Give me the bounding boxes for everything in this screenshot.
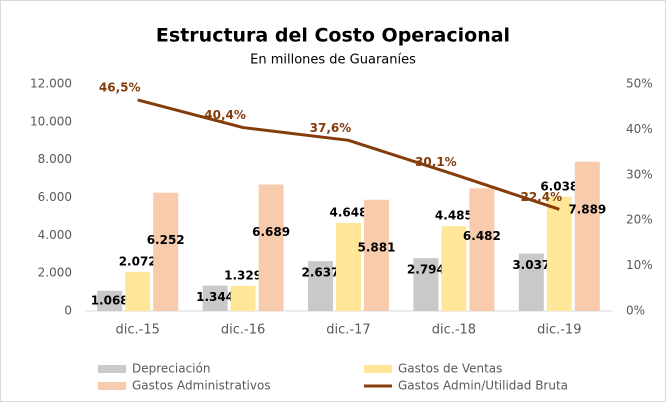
bar xyxy=(469,188,495,311)
y2-tick-label: 20% xyxy=(626,213,653,227)
bar xyxy=(230,285,256,311)
x-tick-label: dic.-16 xyxy=(221,323,265,338)
x-tick-label: dic.-19 xyxy=(537,323,581,338)
bar xyxy=(518,253,544,311)
legend-label: Gastos Admin/Utilidad Bruta xyxy=(398,379,568,393)
legend-label: Gastos de Ventas xyxy=(398,362,502,376)
y-tick-label: 10.000 xyxy=(30,114,72,128)
y2-tick-label: 0% xyxy=(626,304,645,318)
x-tick-label: dic.-18 xyxy=(432,323,476,338)
bar xyxy=(413,258,439,311)
x-tick-label: dic.-15 xyxy=(116,323,160,338)
y2-tick-label: 30% xyxy=(626,167,653,181)
bar xyxy=(364,199,389,311)
y-tick-label: 6.000 xyxy=(38,190,72,204)
legend-swatch xyxy=(364,365,392,373)
bar xyxy=(202,285,228,311)
data-label: 4.648 xyxy=(330,206,368,220)
data-label: 2.794 xyxy=(407,263,445,277)
data-label: 7.889 xyxy=(568,202,606,216)
data-label: 2.637 xyxy=(302,266,340,280)
y2-tick-label: 40% xyxy=(626,122,653,136)
bar xyxy=(441,226,467,311)
legend-swatch xyxy=(98,382,126,390)
bar xyxy=(258,184,284,311)
data-label: 6.689 xyxy=(252,225,290,239)
bar xyxy=(153,192,179,311)
data-label: 6.038 xyxy=(540,179,578,193)
y-tick-label: 12.000 xyxy=(30,77,72,91)
legend-label: Depreciación xyxy=(132,362,210,376)
chart-title: Estructura del Costo Operacional xyxy=(156,25,510,47)
data-label: 46,5% xyxy=(99,80,141,94)
legend-swatch xyxy=(98,365,126,373)
data-label: 6.482 xyxy=(463,229,501,243)
bar xyxy=(546,196,572,311)
data-label: 1.329 xyxy=(224,268,262,282)
data-label: 1.344 xyxy=(196,290,234,304)
y-tick-label: 4.000 xyxy=(38,228,72,242)
data-label: 1.068 xyxy=(91,294,129,308)
data-label: 22,4% xyxy=(520,190,562,204)
data-label: 5.881 xyxy=(358,240,396,254)
data-label: 6.252 xyxy=(147,233,185,247)
x-tick-label: dic.-17 xyxy=(326,323,370,338)
bar xyxy=(97,290,123,311)
data-label: 37,6% xyxy=(310,121,352,135)
data-label: 30,1% xyxy=(415,155,457,169)
chart-subtitle: En millones de Guaraníes xyxy=(250,53,416,68)
bar xyxy=(125,271,151,311)
y2-tick-label: 10% xyxy=(626,258,653,272)
legend-label: Gastos Administrativos xyxy=(132,379,271,393)
bar xyxy=(308,261,333,311)
line xyxy=(137,98,560,211)
data-label: 2.072 xyxy=(119,254,157,268)
bar xyxy=(574,161,600,311)
data-label: 4.485 xyxy=(435,209,473,223)
bar xyxy=(336,223,361,311)
y-tick-label: 2.000 xyxy=(38,266,72,280)
y2-tick-label: 50% xyxy=(626,77,653,91)
y-tick-label: 8.000 xyxy=(38,152,72,166)
y-tick-label: 0 xyxy=(64,304,72,318)
data-label: 3.037 xyxy=(512,258,550,272)
